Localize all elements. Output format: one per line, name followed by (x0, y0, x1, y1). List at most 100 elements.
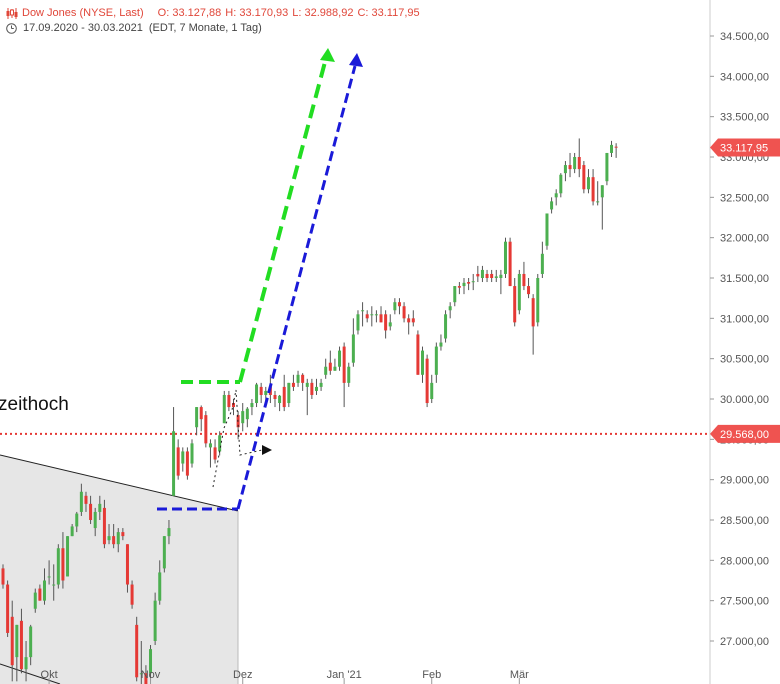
candle-body (149, 649, 153, 674)
candle (568, 152, 572, 178)
candle-body (227, 394, 231, 408)
candle-body (112, 536, 116, 545)
candle-body (430, 382, 434, 399)
candle (476, 265, 480, 283)
candle-body (434, 346, 438, 375)
candle (255, 382, 259, 408)
candle (301, 373, 305, 391)
candle (388, 314, 392, 331)
green-arrow-line (238, 61, 327, 383)
candle-body (476, 273, 480, 277)
candle (591, 169, 595, 206)
candle (573, 152, 577, 174)
candle (42, 568, 46, 605)
candle (517, 269, 521, 315)
y-tick-label: 27.000,00 (720, 636, 769, 648)
y-tick-label: 33.500,00 (720, 112, 769, 124)
clock-icon (6, 23, 17, 34)
candle (402, 302, 406, 323)
candle-body (563, 165, 567, 174)
x-tick-label: Nov (141, 669, 161, 681)
resistance-price-tag: 29.568,00 (710, 424, 780, 443)
candle (356, 310, 360, 335)
candle (490, 269, 494, 283)
candle (545, 213, 549, 250)
candle (107, 524, 111, 545)
candle-body (388, 322, 392, 327)
candle (351, 318, 355, 367)
candle-body (107, 536, 111, 541)
candle (102, 499, 106, 549)
candle (6, 580, 10, 637)
candle (79, 483, 83, 516)
candle-body (296, 374, 300, 383)
candle-body (416, 334, 420, 375)
candle (47, 560, 51, 585)
candle-body (614, 146, 618, 148)
x-tick-label: Okt (41, 669, 58, 681)
candle (172, 407, 176, 496)
candle (227, 390, 231, 412)
candle (531, 294, 535, 355)
candle-body (503, 241, 507, 274)
candle (181, 447, 185, 472)
green-arrow-head (320, 48, 335, 62)
candle-body (314, 386, 318, 391)
candle (508, 237, 512, 287)
candle (112, 524, 116, 549)
y-tick-label: 32.000,00 (720, 233, 769, 245)
candle (139, 641, 143, 684)
high-value: H: 33.170,93 (225, 7, 289, 19)
y-tick-label: 28.000,00 (720, 555, 769, 567)
candle (116, 528, 120, 553)
candle-body (342, 346, 346, 383)
candle (15, 624, 19, 682)
candle (480, 265, 484, 283)
candle-body (573, 157, 577, 170)
candle (24, 641, 28, 682)
candle-body (471, 281, 475, 283)
candle-body (282, 386, 286, 408)
candle (135, 616, 139, 682)
candle-body (582, 165, 586, 190)
candle-body (250, 403, 254, 408)
candle (434, 342, 438, 383)
date-range: 17.09.2020 - 30.03.2021 (23, 22, 143, 34)
candle-body (125, 544, 129, 585)
candle (222, 390, 226, 424)
candle-body (397, 302, 401, 307)
candle-body (121, 532, 125, 537)
candle (338, 346, 342, 371)
candle-body (199, 407, 203, 420)
candle-body (84, 495, 88, 504)
candle (361, 302, 365, 327)
candle-body (356, 314, 360, 331)
candle (61, 532, 65, 589)
candle (430, 374, 434, 404)
candle-body (384, 314, 388, 331)
candle (540, 241, 544, 278)
candle (213, 439, 217, 464)
candle-body (444, 314, 448, 339)
candle (563, 161, 567, 182)
candle-body (195, 407, 199, 428)
y-tick-label: 31.500,00 (720, 273, 769, 285)
candle-body (351, 334, 355, 363)
candle-body (559, 174, 563, 194)
candle (56, 544, 60, 589)
y-tick-label: 30.500,00 (720, 354, 769, 366)
candle (149, 645, 153, 682)
candle-body (66, 536, 70, 577)
candle (503, 237, 507, 278)
low-value: L: 32.988,92 (292, 7, 354, 19)
candle-body (540, 253, 544, 274)
blue-arrow-head (349, 53, 363, 67)
candle-body (310, 382, 314, 395)
candle-body (116, 532, 120, 545)
candle (89, 495, 93, 525)
candle-body (232, 403, 235, 408)
candle-body (172, 431, 176, 496)
y-tick-label: 28.500,00 (720, 515, 769, 527)
candle (190, 439, 194, 468)
candle (162, 536, 166, 573)
